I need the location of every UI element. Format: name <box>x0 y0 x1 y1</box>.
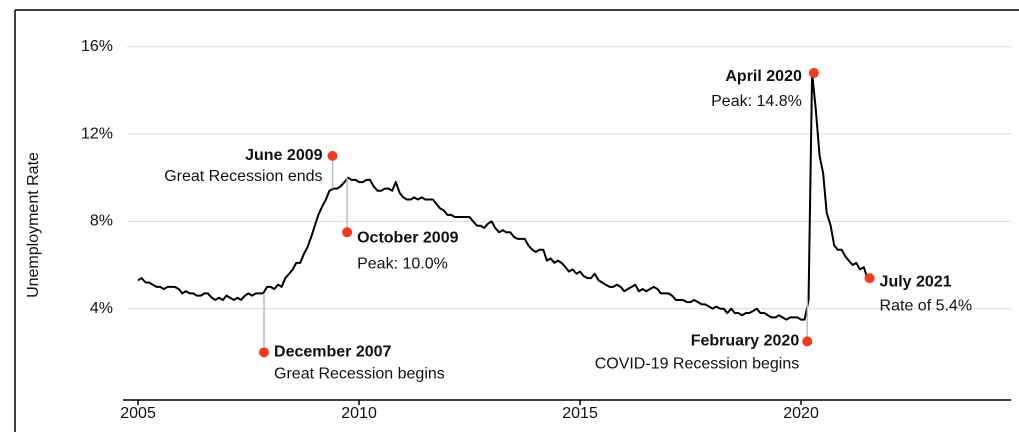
annotation-point <box>259 347 270 358</box>
annotation-point <box>864 273 875 284</box>
annotation-text: Peak: 10.0% <box>357 256 448 273</box>
annotation-text: Great Recession ends <box>164 168 322 185</box>
line-series <box>137 71 869 321</box>
annotation-title: June 2009 <box>245 147 322 164</box>
y-tick-label: 4% <box>90 300 113 317</box>
y-tick-label: 8% <box>90 213 113 230</box>
annotation-point <box>327 150 338 161</box>
annotation-text: COVID-19 Recession begins <box>595 356 800 373</box>
y-tick-label: 12% <box>81 125 113 142</box>
annotation-title: July 2021 <box>880 273 952 290</box>
annotation-title: April 2020 <box>725 68 802 85</box>
y-axis-label: Unemployment Rate <box>25 152 42 298</box>
annotation-text: Peak: 14.8% <box>711 93 802 110</box>
y-tick-label: 16% <box>81 38 113 55</box>
annotation-title: February 2020 <box>691 333 800 350</box>
annotation-title: October 2009 <box>357 230 458 247</box>
x-tick-label: 2005 <box>120 405 156 422</box>
annotation-text: Rate of 5.4% <box>880 297 973 314</box>
x-tick-label: 2010 <box>341 405 377 422</box>
annotation-point <box>342 227 353 238</box>
x-tick-label: 2020 <box>783 405 819 422</box>
annotation-point <box>802 336 813 347</box>
x-tick-label: 2015 <box>562 405 598 422</box>
annotation-title: December 2007 <box>274 344 392 361</box>
annotation-text: Great Recession begins <box>274 366 445 383</box>
annotation-point <box>808 67 819 78</box>
